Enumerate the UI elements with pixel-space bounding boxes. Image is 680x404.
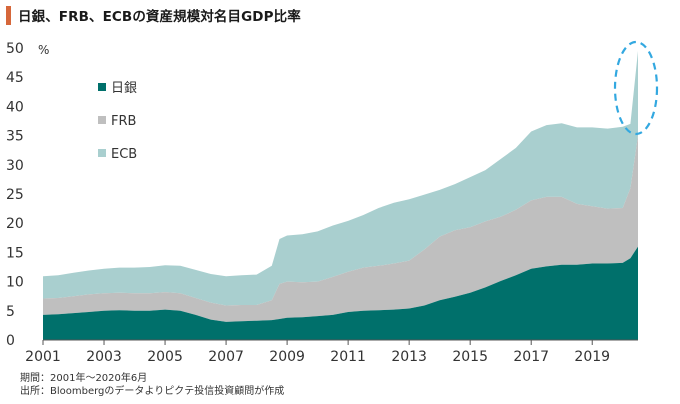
chart-title: 日銀、FRB、ECBの資産規模対名目GDP比率 [18,9,301,25]
x-tick-label: 2001 [25,349,61,365]
y-tick-label: 25 [6,187,24,203]
y-tick-label: 40 [6,99,24,115]
y-axis: 0 5 10 15 20 25 30 35 40 45 50 [6,41,24,349]
footnote-source: 出所：Bloombergのデータよりピクテ投信投資顧問が作成 [20,386,285,397]
chart-title-block: 日銀、FRB、ECBの資産規模対名目GDP比率 [6,4,301,26]
y-tick-label: 15 [6,245,24,261]
x-tick-label: 2015 [452,349,488,365]
legend-swatch [98,116,106,124]
x-tick-label: 2005 [147,349,183,365]
y-unit-label: % [38,43,49,57]
y-tick-label: 35 [6,129,24,145]
footnote-period: 期間：2001年～2020年6月 [20,373,148,384]
series-area-日銀 [43,246,638,340]
x-tick-label: 2011 [330,349,366,365]
x-tick-label: 2007 [208,349,244,365]
legend-label: FRB [111,114,136,129]
x-tick-label: 2017 [513,349,549,365]
title-accent-bar [6,5,11,25]
area-layer [43,50,638,340]
x-tick-label: 2013 [391,349,427,365]
legend: 日銀 FRB ECB [98,81,137,162]
y-tick-label: 0 [6,333,15,349]
y-tick-label: 45 [6,70,24,86]
legend-label: ECB [111,147,137,162]
y-tick-label: 50 [6,41,24,57]
highlight-ellipse [613,40,659,136]
y-tick-label: 30 [6,158,24,174]
series-area-FRB [43,135,638,322]
x-tick-label: 2019 [574,349,610,365]
legend-swatch [98,149,106,157]
x-tick-label: 2003 [86,349,122,365]
x-tick-label: 2009 [269,349,305,365]
y-tick-label: 5 [6,304,15,320]
y-tick-label: 10 [6,275,24,291]
series-area-ECB [43,50,638,306]
x-axis: 2001 2003 2005 2007 2009 2011 2013 2015 2017 2019 [25,339,638,365]
y-tick-label: 20 [6,216,24,232]
legend-swatch [98,83,106,91]
legend-label: 日銀 [111,81,137,96]
